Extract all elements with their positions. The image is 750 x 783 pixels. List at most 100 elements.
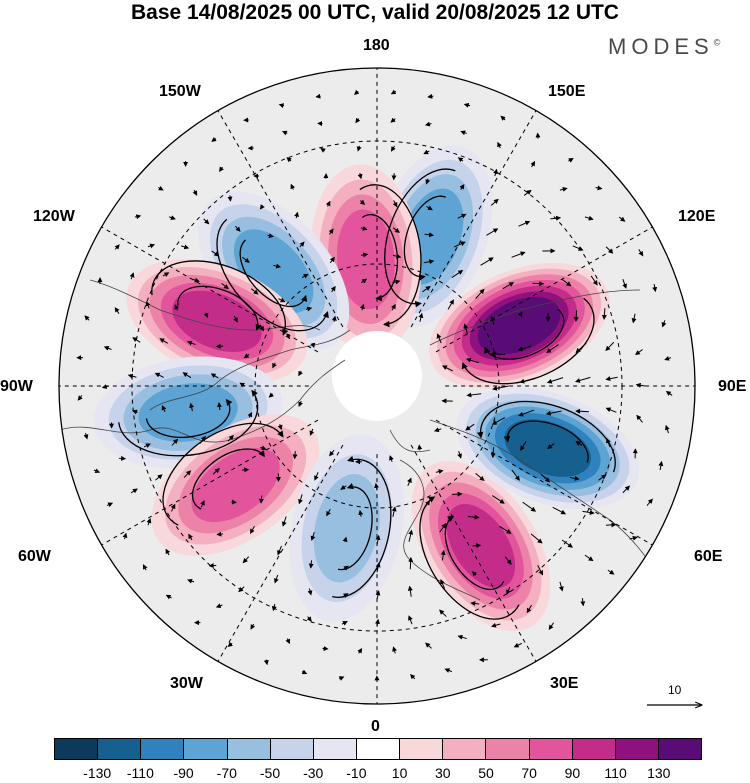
colorbar-segment — [55, 739, 99, 759]
wind-vector — [439, 609, 447, 617]
circulation-neg-85E — [118, 389, 259, 457]
wind-vector — [174, 304, 180, 311]
wind-vector — [658, 460, 664, 471]
wind-vector — [423, 259, 435, 265]
wind-vector — [558, 581, 564, 592]
wind-vector — [127, 373, 137, 379]
wind-vector — [200, 500, 205, 508]
wind-vector — [408, 615, 413, 625]
lon-label-30w: 30W — [170, 675, 203, 692]
colorbar-tick-label: 70 — [521, 765, 537, 781]
circulation-pos-170E — [359, 184, 422, 328]
wind-vector — [328, 228, 334, 235]
wind-vector — [517, 311, 523, 317]
wind-vector — [122, 532, 128, 540]
anomaly-contour — [138, 383, 238, 442]
wind-vector — [242, 256, 250, 263]
wind-vector — [618, 216, 626, 222]
wind-vector — [584, 215, 594, 221]
wind-vector — [502, 282, 515, 290]
colorbar-tick-label: -50 — [259, 765, 281, 781]
wind-vector — [506, 586, 511, 595]
wind-vector — [210, 373, 219, 379]
wind-vector — [306, 616, 312, 622]
wind-vector — [622, 279, 627, 289]
wind-vector — [268, 392, 275, 398]
map-border — [58, 67, 696, 705]
wind-vector — [142, 564, 148, 571]
wind-vector — [341, 620, 348, 626]
wind-vector — [520, 440, 527, 451]
wind-vector — [221, 282, 229, 290]
wind-vector — [309, 428, 315, 436]
anomaly-center-pos-55E — [151, 414, 320, 556]
wind-vector — [146, 518, 152, 526]
streamline — [239, 239, 308, 308]
wind-vector — [424, 232, 435, 238]
wind-vector — [238, 586, 245, 593]
wind-vector — [465, 357, 480, 364]
wind-vector — [572, 245, 584, 251]
wind-vector — [242, 556, 250, 564]
lon-label-180: 180 — [363, 37, 390, 54]
circulation-pos-110E — [151, 260, 289, 336]
wind-vector — [631, 313, 637, 324]
streamline — [403, 195, 446, 281]
wind-vector — [575, 441, 583, 446]
wind-vector — [530, 533, 543, 544]
wind-vector — [426, 205, 433, 211]
wind-vector — [325, 200, 331, 207]
reference-vector-label: 10 — [668, 683, 682, 697]
wind-vector — [357, 647, 363, 654]
wind-vector — [267, 233, 274, 239]
streamline — [419, 496, 520, 620]
wind-vector — [629, 535, 638, 541]
wind-vector — [447, 299, 454, 310]
wind-vector — [573, 310, 579, 323]
wind-vector — [227, 641, 234, 648]
wind-vector — [227, 434, 234, 442]
lon-label-30e: 30E — [550, 675, 579, 692]
colorbar-segment — [356, 739, 401, 759]
wind-vector — [165, 594, 172, 600]
wind-vector — [93, 468, 101, 474]
wind-vector — [545, 410, 562, 416]
lon-label-150e: 150E — [548, 83, 586, 100]
wind-vector — [569, 475, 580, 481]
wind-vector — [130, 488, 138, 494]
circulation-pos-110W — [461, 297, 595, 385]
registered-mark: © — [713, 37, 721, 48]
wind-vector — [247, 411, 253, 418]
wind-vector — [491, 622, 501, 628]
wind-vector — [568, 157, 574, 163]
wind-vector — [408, 529, 414, 542]
wind-vector — [361, 252, 369, 258]
wind-vector — [354, 89, 360, 96]
circulation-pos-55E — [162, 422, 284, 526]
wind-vector — [584, 554, 594, 562]
meridian-line — [101, 226, 319, 353]
circulation-pos-35W — [419, 496, 520, 620]
wind-vector — [548, 622, 555, 631]
wind-vector — [389, 455, 394, 462]
wind-vector — [467, 514, 480, 520]
streamline — [484, 308, 565, 360]
wind-vector — [145, 301, 151, 309]
streamline — [151, 260, 289, 336]
streamline — [337, 482, 373, 571]
wind-vector — [425, 178, 431, 185]
wind-vector — [561, 278, 572, 287]
wind-vector — [243, 353, 250, 359]
wind-vector — [290, 183, 296, 190]
wind-vector — [540, 473, 551, 483]
wind-vector — [134, 214, 142, 220]
wind-vector — [422, 285, 431, 293]
colorbar-tick-label: 30 — [435, 765, 451, 781]
wind-vector — [298, 494, 303, 505]
wind-vector — [216, 531, 224, 537]
colorbar-tick-label: 110 — [604, 765, 627, 781]
wind-vector — [471, 571, 477, 577]
wind-vector — [239, 382, 246, 388]
reference-vector-arrow — [647, 683, 705, 713]
